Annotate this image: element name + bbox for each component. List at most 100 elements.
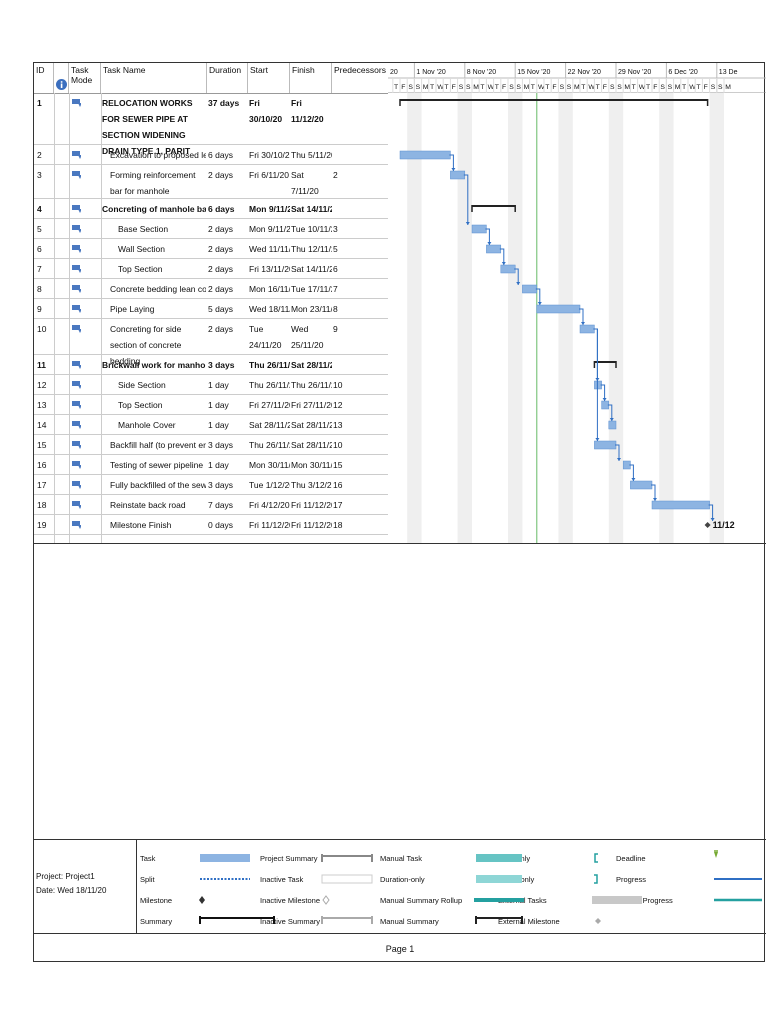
day-label: S bbox=[668, 84, 673, 91]
task-row[interactable]: 5 Base Section 2 days Mon 9/11/20Tue 10/11/… bbox=[34, 219, 388, 239]
dependency-link bbox=[593, 328, 598, 441]
task-id: 11 bbox=[37, 360, 46, 370]
task-finish: Fri 11/12/20 bbox=[291, 98, 324, 124]
task-start: Fri 27/11/20 bbox=[249, 400, 290, 410]
task-row[interactable]: 11 Brickwall work for manhole 3 days Thu 26… bbox=[34, 355, 388, 375]
dependency-link bbox=[615, 444, 620, 461]
weekend-shade bbox=[407, 93, 422, 543]
auto-schedule-icon bbox=[72, 501, 81, 509]
task-finish: Thu 5/11/20 bbox=[291, 150, 332, 160]
task-duration: 7 days bbox=[208, 500, 234, 510]
day-label: T bbox=[545, 84, 549, 91]
day-label: T bbox=[696, 84, 700, 91]
task-row[interactable]: 15 Backfill half (to prevent erosion3 day… bbox=[34, 435, 388, 455]
task-duration: 1 day bbox=[208, 460, 229, 470]
task-bar bbox=[630, 480, 653, 490]
task-row[interactable]: 1 RELOCATION WORKS FOR SEWER PIPE AT SECT… bbox=[34, 93, 388, 156]
task-row[interactable]: 18 Reinstate back road 7 days Fri 4/12/20 Fr… bbox=[34, 495, 388, 515]
task-start: Mon 16/11/20 bbox=[249, 284, 290, 294]
task-bar bbox=[622, 460, 631, 470]
task-id: 18 bbox=[37, 500, 47, 510]
milestone-marker bbox=[704, 522, 711, 528]
day-label: M bbox=[473, 84, 479, 91]
duration-header: Duration bbox=[207, 63, 248, 93]
dependency-link bbox=[600, 384, 606, 401]
task-id: 15 bbox=[37, 440, 47, 450]
dependency-arrow bbox=[581, 322, 585, 325]
task-row[interactable]: 2 Excavation to proposed level6 days Fri 3… bbox=[34, 145, 388, 165]
task-predecessors: 18 bbox=[333, 520, 343, 530]
task-finish: Mon 30/11/20 bbox=[291, 460, 332, 470]
task-row[interactable]: 10 Concreting for side section of concret… bbox=[34, 319, 388, 366]
dependency-link bbox=[514, 268, 519, 285]
day-label: T bbox=[495, 84, 499, 91]
task-row[interactable]: 19 Milestone Finish 0 days Fri 11/12/20 Fri … bbox=[34, 515, 388, 535]
task-row[interactable]: 13 Top Section 1 day Fri 27/11/20 Fri 27/11/… bbox=[34, 395, 388, 415]
task-start: Tue 24/11/20 bbox=[249, 324, 282, 350]
task-predecessors: 7 bbox=[333, 284, 338, 294]
day-label: S bbox=[617, 84, 622, 91]
task-id: 16 bbox=[37, 460, 47, 470]
info-header bbox=[54, 63, 69, 93]
task-row[interactable]: 17 Fully backfilled of the sewer pip3 day… bbox=[34, 475, 388, 495]
legend-duration-only-swatch bbox=[476, 875, 522, 883]
dependency-link bbox=[708, 504, 714, 521]
day-label: T bbox=[646, 84, 650, 91]
legend: Project: Project1 Date: Wed 18/11/20 Tas… bbox=[34, 839, 766, 934]
task-bar bbox=[594, 440, 617, 450]
task-start: Fri 30/10/20 bbox=[249, 150, 290, 160]
dependency-arrow bbox=[487, 242, 492, 245]
day-label: W bbox=[588, 84, 595, 91]
legend-label: Manual Summary Rollup bbox=[380, 896, 462, 905]
finish-header: Finish bbox=[290, 63, 332, 93]
auto-schedule-icon bbox=[72, 421, 81, 429]
day-label: S bbox=[459, 84, 464, 91]
task-predecessors: 10 bbox=[333, 380, 343, 390]
task-finish: Sat 28/11/20 bbox=[291, 420, 332, 430]
dependency-link bbox=[629, 464, 634, 481]
day-label: S bbox=[466, 84, 471, 91]
dependency-arrow bbox=[451, 168, 456, 171]
task-duration: 6 days bbox=[208, 150, 234, 160]
auto-schedule-icon bbox=[72, 441, 81, 449]
task-row[interactable]: 3 Forming reinforcement bar for manhole 2 … bbox=[34, 165, 388, 199]
day-label: T bbox=[444, 84, 448, 91]
task-finish: Sat 14/11/20 bbox=[291, 264, 332, 274]
task-id: 9 bbox=[37, 304, 42, 314]
legend-milestone-swatch bbox=[199, 896, 205, 904]
week-label: 29 Nov '20 bbox=[618, 69, 651, 76]
task-name: Manhole Cover bbox=[118, 420, 176, 430]
task-bar bbox=[399, 150, 451, 160]
task-name: Concrete bedding lean concrete bbox=[110, 284, 206, 294]
legend-label: Deadline bbox=[616, 854, 646, 863]
legend-label: Split bbox=[140, 875, 156, 884]
task-finish: Fri 11/12/20 bbox=[291, 500, 332, 510]
task-finish: Sat 28/11/20 bbox=[291, 360, 332, 370]
auto-schedule-icon bbox=[72, 285, 81, 293]
task-duration: 2 days bbox=[208, 170, 234, 180]
task-bar bbox=[594, 380, 602, 390]
task-row[interactable]: 9 Pipe Laying 5 days Wed 18/11/20Mon 23/11/… bbox=[34, 299, 388, 319]
task-row[interactable]: 16 Testing of sewer pipeline 1 day Mon 30/1… bbox=[34, 455, 388, 475]
task-predecessors: 12 bbox=[333, 400, 343, 410]
day-label: T bbox=[531, 84, 535, 91]
task-id: 19 bbox=[37, 520, 47, 530]
task-bar bbox=[579, 324, 595, 334]
task-start: Mon 30/11/20 bbox=[249, 460, 290, 470]
task-row[interactable]: 7 Top Section 2 days Fri 13/11/20 Sat 14/11/… bbox=[34, 259, 388, 279]
task-duration: 2 days bbox=[208, 244, 234, 254]
task-row[interactable]: 4 Concreting of manhole base 6 days Mon 9/1… bbox=[34, 199, 388, 219]
task-predecessors: 10 bbox=[333, 440, 343, 450]
task-finish: Thu 26/11/20 bbox=[291, 380, 332, 390]
day-label: S bbox=[711, 84, 716, 91]
dependency-link bbox=[593, 328, 598, 381]
task-predecessors: 13 bbox=[333, 420, 343, 430]
week-label: 22 Nov '20 bbox=[568, 69, 601, 76]
task-start: Mon 9/11/20 bbox=[249, 204, 290, 214]
task-row[interactable]: 8 Concrete bedding lean concrete2 days Mon… bbox=[34, 279, 388, 299]
task-name: Backfill half (to prevent erosion bbox=[110, 440, 206, 450]
task-predecessors: 6 bbox=[333, 264, 338, 274]
